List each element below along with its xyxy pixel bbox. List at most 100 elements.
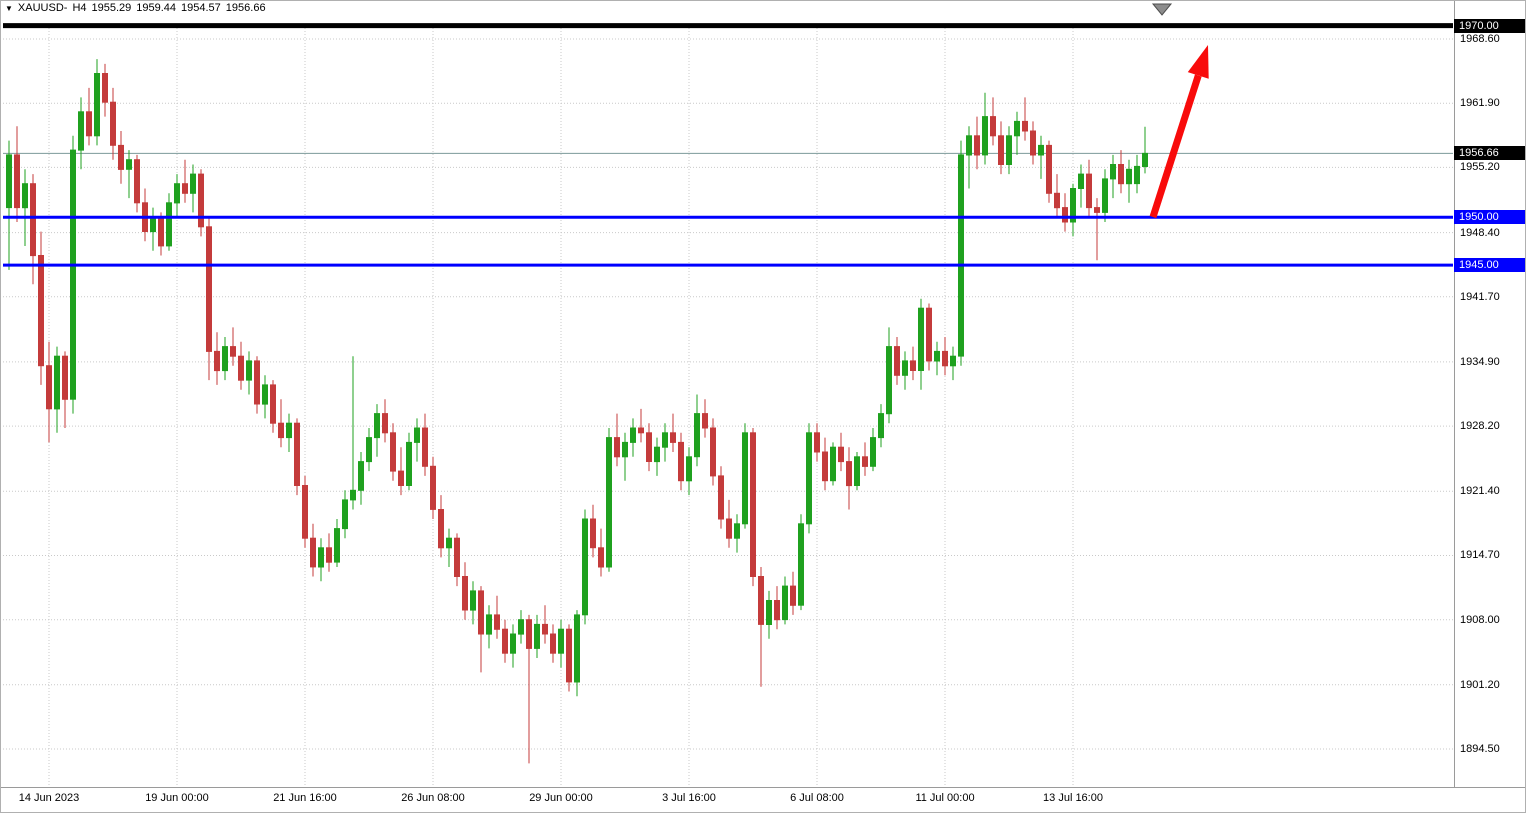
symbol-label: XAUUSD- [17, 2, 68, 14]
candle-body [534, 623, 540, 649]
candle-body [30, 183, 36, 257]
candle-body [1006, 135, 1012, 166]
candle-body [230, 346, 236, 357]
candle-body [246, 360, 252, 381]
candle-body [190, 173, 196, 194]
candle-body [958, 154, 964, 357]
time-axis-label: 3 Jul 16:00 [662, 792, 716, 804]
candle-body [846, 461, 852, 487]
candle-body [382, 413, 388, 434]
candle-body [158, 216, 164, 247]
symbol-dropdown-icon[interactable]: ▼ [5, 3, 13, 13]
candle-body [62, 355, 68, 400]
chart-canvas[interactable] [1, 1, 1457, 787]
price-axis-label: 1901.20 [1460, 679, 1500, 691]
candle-body [598, 547, 604, 568]
candle-body [918, 307, 924, 372]
candle-body [462, 576, 468, 611]
candle-body [734, 523, 740, 539]
candle-body [358, 461, 364, 491]
time-axis-label: 6 Jul 08:00 [790, 792, 844, 804]
candle-body [798, 523, 804, 606]
price-axis-label: 1914.70 [1460, 549, 1500, 561]
price-axis-label: 1948.40 [1460, 227, 1500, 239]
candle-body [1102, 178, 1108, 213]
price-line-tag[interactable]: 1945.00 [1454, 258, 1525, 272]
price-axis-label: 1941.70 [1460, 291, 1500, 303]
candle-body [78, 111, 84, 151]
candle-body [830, 446, 836, 482]
ohlc-open: 1955.29 [91, 2, 132, 14]
timeframe-label: H4 [72, 2, 87, 14]
candle-body [870, 437, 876, 467]
candle-body [1038, 144, 1044, 156]
candle-body [1030, 130, 1036, 156]
candle-body [694, 413, 700, 458]
candle-body [470, 590, 476, 611]
candle-body [94, 73, 100, 137]
candle-body [678, 441, 684, 482]
candle-body [342, 499, 348, 530]
candle-body [894, 346, 900, 376]
candle-body [838, 446, 844, 463]
candle-body [982, 116, 988, 156]
candle-body [278, 422, 284, 439]
candle-body [638, 427, 644, 434]
candle-body [582, 518, 588, 616]
candle-body [1062, 207, 1068, 223]
time-axis-label: 26 Jun 08:00 [401, 792, 465, 804]
candle-body [750, 432, 756, 577]
chart-header: ▼ XAUUSD- H4 1955.29 1959.44 1954.57 195… [5, 2, 266, 14]
candle-body [70, 149, 76, 400]
candle-body [886, 346, 892, 415]
candle-body [1126, 168, 1132, 185]
trend-arrow-head[interactable] [1187, 45, 1209, 79]
candle-body [222, 346, 228, 372]
candle-body [806, 432, 812, 525]
candle-body [1118, 164, 1124, 185]
candle-body [54, 355, 60, 410]
candle-body [662, 432, 668, 448]
candle-body [950, 355, 956, 367]
candle-body [990, 116, 996, 137]
price-line-tag[interactable]: 1950.00 [1454, 210, 1525, 224]
candle-body [790, 585, 796, 606]
candle-body [286, 422, 292, 439]
candle-body [542, 623, 548, 635]
candle-body [926, 307, 932, 362]
candle-body [758, 576, 764, 625]
candle-body [654, 446, 660, 463]
price-axis-label: 1921.40 [1460, 485, 1500, 497]
candle-body [446, 537, 452, 549]
candle-body [1054, 192, 1060, 209]
candle-body [550, 633, 556, 654]
candle-body [854, 456, 860, 486]
candle-body [430, 465, 436, 510]
candle-body [878, 413, 884, 439]
candle-body [510, 633, 516, 654]
candle-body [766, 600, 772, 625]
ohlc-high: 1959.44 [136, 2, 177, 14]
candle-body [6, 154, 12, 209]
candle-body [822, 451, 828, 482]
candle-body [606, 437, 612, 568]
candle-body [38, 255, 44, 367]
candle-body [350, 489, 356, 501]
candle-body [862, 456, 868, 467]
price-line-tag[interactable]: 1970.00 [1454, 19, 1525, 33]
candle-body [366, 437, 372, 463]
candle-body [1046, 144, 1052, 194]
candle-body [86, 111, 92, 137]
candle-body [206, 226, 212, 352]
candle-body [126, 159, 132, 170]
candle-body [646, 432, 652, 462]
candle-body [518, 619, 524, 635]
trend-arrow-shaft[interactable] [1149, 74, 1202, 219]
candle-body [702, 413, 708, 429]
candle-body [574, 614, 580, 683]
candle-body [1078, 173, 1084, 190]
ohlc-close: 1956.66 [225, 2, 266, 14]
arrow-down-marker-icon[interactable] [1151, 3, 1173, 16]
candle-body [942, 350, 948, 367]
